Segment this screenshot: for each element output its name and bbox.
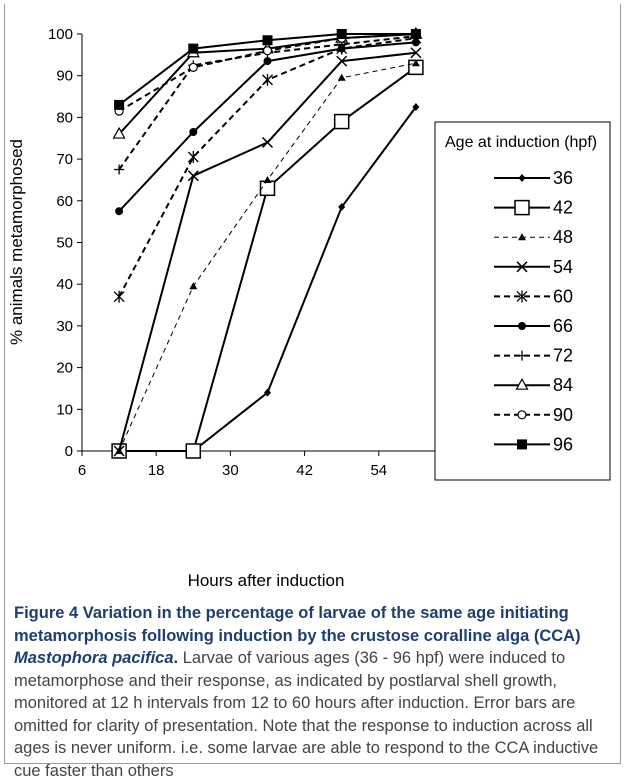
x-tick-label: 18 [148, 462, 165, 479]
data-point [114, 99, 125, 110]
figure-caption: Figure 4 Variation in the percentage of … [14, 602, 610, 782]
data-point [261, 136, 274, 148]
legend-marker [514, 199, 530, 216]
y-tick-label: 60 [56, 193, 73, 210]
series-96 [114, 29, 421, 110]
data-point [262, 46, 273, 56]
legend-label: 54 [553, 257, 573, 277]
legend-label: 90 [553, 405, 573, 425]
x-tick-label: 54 [370, 462, 387, 479]
legend-marker [516, 261, 528, 273]
data-point [410, 47, 422, 59]
y-tick-label: 40 [56, 276, 73, 293]
data-point [187, 151, 199, 164]
data-point [264, 388, 271, 397]
data-point [336, 55, 348, 67]
legend-label: 96 [553, 434, 573, 454]
legend-marker [518, 174, 526, 182]
data-point [188, 43, 199, 54]
data-point [189, 127, 198, 136]
y-tick-label: 20 [56, 360, 73, 377]
legend-title: Age at induction (hpf) [445, 134, 597, 151]
caption-title-text: Variation in the percentage of larvae of… [14, 604, 581, 645]
legend-label: 60 [553, 286, 573, 306]
data-point [259, 180, 276, 197]
series-line-36 [119, 106, 417, 452]
data-point [262, 73, 273, 86]
figure-frame [4, 4, 621, 764]
legend-label: 42 [553, 198, 573, 218]
data-point [412, 102, 420, 111]
x-axis-label: Hours after induction [188, 571, 345, 590]
caption-title-end: . [173, 649, 179, 667]
legend-marker [517, 439, 527, 450]
y-tick-label: 50 [56, 235, 73, 252]
data-point [411, 38, 420, 47]
data-point [114, 164, 125, 175]
caption-figure-label: Figure 4 [14, 604, 79, 622]
y-axis-label: % animals metamorphosed [7, 139, 26, 345]
data-point [336, 29, 347, 39]
data-point [262, 35, 273, 46]
data-point [112, 126, 126, 139]
caption-title: Figure 4 Variation in the percentage of … [14, 604, 581, 667]
caption-species: Mastophora pacifica [14, 649, 174, 667]
data-point [263, 175, 272, 183]
chart-legend: Age at induction (hpf) 36 42 48 54 60 66 72 84 90… [434, 121, 611, 481]
x-tick-label: 6 [78, 462, 86, 479]
chart-axes: 010203040506070809010061830425466 [48, 26, 461, 479]
legend-marker [517, 410, 527, 420]
chart-series [111, 26, 424, 459]
data-point [188, 62, 198, 72]
legend-marker [515, 377, 529, 390]
data-point [187, 170, 199, 182]
data-point [263, 57, 272, 66]
data-point [410, 29, 421, 39]
y-tick-label: 90 [56, 68, 73, 85]
data-point [189, 282, 198, 290]
y-tick-label: 80 [56, 109, 73, 126]
y-tick-label: 100 [48, 26, 73, 43]
line-chart: 0 10 20 30 40 50 60 70 80 90 100 6 18 30 42 54 66 Age at… [7, 26, 611, 590]
legend-marker [516, 290, 528, 303]
legend-label: 48 [553, 227, 573, 247]
data-point [337, 73, 346, 81]
data-point [113, 290, 125, 303]
caption-body: Larvae of various ages (36 - 96 hpf) wer… [14, 649, 599, 780]
data-point [113, 445, 125, 457]
legend-marker [518, 322, 526, 330]
data-point [185, 443, 202, 459]
legend-label: 84 [553, 375, 573, 395]
data-point [338, 203, 346, 212]
series-54 [113, 47, 422, 457]
legend-marker [517, 350, 527, 361]
data-point [411, 59, 420, 67]
series-42 [111, 59, 424, 459]
y-tick-label: 30 [56, 318, 73, 335]
legend-marker [518, 233, 526, 241]
legend-label: 72 [553, 346, 573, 366]
data-point [115, 207, 124, 216]
legend-label: 66 [553, 316, 573, 336]
y-tick-label: 0 [65, 443, 73, 460]
y-tick-label: 10 [56, 401, 73, 418]
series-36 [115, 102, 420, 455]
series-66 [115, 38, 420, 216]
x-tick-label: 30 [222, 462, 239, 479]
legend-label: 36 [553, 168, 573, 188]
y-tick-label: 70 [56, 151, 73, 168]
x-tick-label: 42 [296, 462, 313, 479]
data-point [333, 113, 350, 130]
